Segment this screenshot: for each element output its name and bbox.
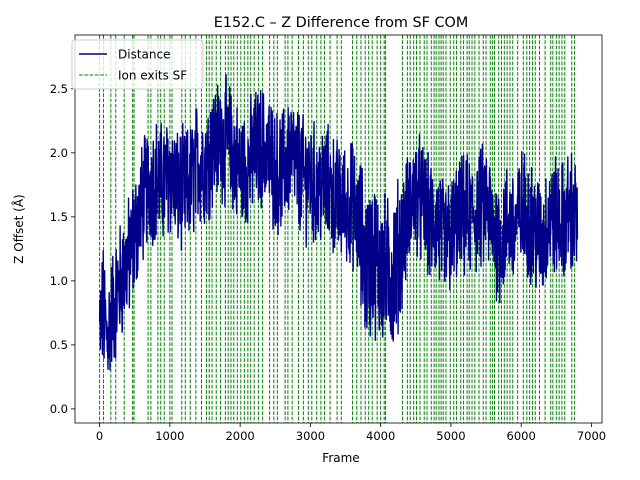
plot-area: 0 1000 2000 3000 4000 5000 6000 7000 0.0 0.5 1.0 1.… [50, 34, 606, 443]
legend: Distance Ion exits SF [71, 39, 204, 90]
x-axis-label: Frame [322, 451, 359, 465]
distance-series-line [98, 73, 579, 371]
legend-label: Distance [118, 48, 170, 62]
x-tick-label: 2000 [225, 429, 254, 443]
x-tick-label: 0 [96, 429, 103, 443]
x-tick-label: 1000 [155, 429, 184, 443]
x-tick-label: 3000 [296, 429, 325, 443]
y-tick-label: 0.0 [50, 402, 68, 416]
y-tick-label: 0.5 [50, 338, 68, 352]
y-tick-label: 2.5 [50, 82, 68, 96]
legend-label: Ion exits SF [118, 69, 187, 83]
x-tick-label: 4000 [366, 429, 395, 443]
x-tick-label: 5000 [436, 429, 465, 443]
x-tick-label: 7000 [577, 429, 606, 443]
y-tick-label: 2.0 [50, 146, 68, 160]
y-tick-label: 1.0 [50, 274, 68, 288]
plot-frame [74, 34, 603, 424]
chart-title: E152.C – Z Difference from SF COM [214, 15, 469, 31]
legend-box [71, 39, 204, 90]
x-tick-label: 6000 [507, 429, 536, 443]
y-tick-label: 1.5 [50, 210, 68, 224]
y-axis-label: Z Offset (Å) [11, 194, 26, 263]
